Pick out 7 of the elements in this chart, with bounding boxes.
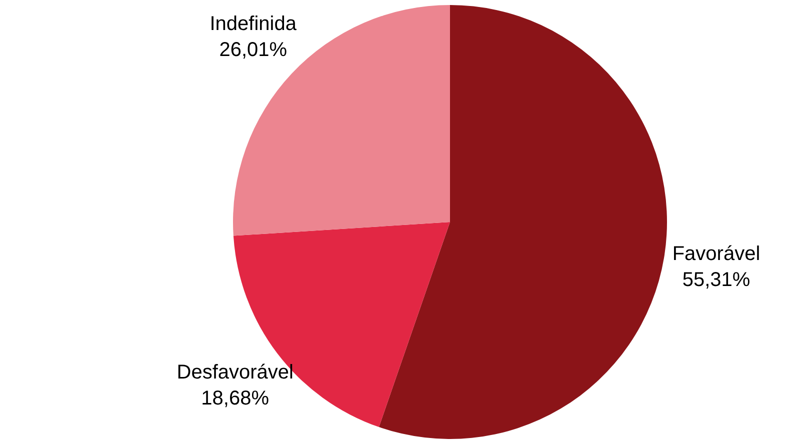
slice-label: Favorável (672, 242, 760, 265)
slice-label: Indefinida (210, 13, 298, 36)
data-label: 26,01% (219, 39, 288, 62)
pie-slice (378, 5, 667, 439)
slice-label: Desfavorável (176, 361, 294, 384)
data-label: 55,31% (682, 268, 750, 291)
data-label: 18,68% (201, 387, 270, 410)
